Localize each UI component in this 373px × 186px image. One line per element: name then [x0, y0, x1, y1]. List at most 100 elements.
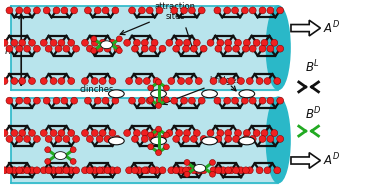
Circle shape	[16, 135, 23, 142]
Bar	[12, 98, 278, 183]
Circle shape	[141, 45, 148, 52]
Circle shape	[210, 171, 216, 177]
Circle shape	[166, 130, 173, 137]
Circle shape	[217, 39, 224, 46]
Circle shape	[224, 97, 231, 104]
Circle shape	[102, 7, 109, 14]
Circle shape	[185, 167, 192, 174]
Circle shape	[29, 167, 35, 174]
Circle shape	[259, 45, 266, 52]
Circle shape	[71, 7, 78, 14]
Circle shape	[94, 7, 101, 14]
Circle shape	[45, 135, 52, 142]
Circle shape	[171, 7, 178, 14]
Circle shape	[104, 135, 111, 142]
Circle shape	[134, 130, 140, 137]
Circle shape	[200, 135, 207, 142]
Circle shape	[267, 7, 274, 14]
Circle shape	[40, 39, 47, 46]
Circle shape	[244, 39, 250, 46]
Circle shape	[163, 97, 169, 103]
Circle shape	[124, 130, 131, 137]
Circle shape	[96, 45, 103, 52]
Circle shape	[23, 45, 31, 52]
Circle shape	[232, 97, 238, 104]
Circle shape	[249, 97, 256, 104]
Circle shape	[182, 135, 189, 142]
Circle shape	[82, 39, 88, 46]
Circle shape	[129, 97, 135, 104]
Circle shape	[163, 144, 169, 150]
Circle shape	[126, 167, 132, 174]
Circle shape	[225, 130, 232, 137]
Ellipse shape	[109, 137, 124, 145]
Circle shape	[224, 7, 231, 14]
Circle shape	[261, 39, 268, 46]
Circle shape	[228, 78, 235, 84]
Circle shape	[73, 167, 79, 174]
Circle shape	[91, 130, 98, 137]
Circle shape	[225, 135, 232, 142]
Circle shape	[109, 130, 116, 137]
Circle shape	[109, 39, 116, 46]
Ellipse shape	[266, 97, 290, 183]
Circle shape	[148, 85, 154, 91]
Circle shape	[215, 167, 222, 174]
Circle shape	[63, 167, 70, 174]
Circle shape	[61, 97, 68, 104]
Circle shape	[34, 7, 40, 14]
Circle shape	[82, 167, 88, 174]
Circle shape	[11, 130, 18, 137]
Circle shape	[61, 7, 68, 14]
Circle shape	[151, 130, 158, 137]
Circle shape	[176, 39, 182, 46]
Circle shape	[210, 78, 217, 84]
Circle shape	[16, 45, 23, 52]
Circle shape	[264, 78, 271, 84]
Circle shape	[11, 39, 18, 46]
Circle shape	[45, 147, 51, 153]
Circle shape	[53, 7, 60, 14]
Circle shape	[241, 7, 248, 14]
Circle shape	[141, 130, 148, 137]
Circle shape	[114, 45, 121, 52]
Text: $B^L$: $B^L$	[305, 59, 320, 76]
Circle shape	[1, 167, 8, 174]
Circle shape	[271, 130, 278, 137]
Circle shape	[274, 167, 280, 174]
Circle shape	[68, 78, 75, 84]
Circle shape	[200, 167, 207, 174]
Circle shape	[246, 167, 253, 174]
Circle shape	[188, 97, 195, 104]
Circle shape	[50, 39, 57, 46]
Circle shape	[184, 130, 191, 137]
Circle shape	[45, 45, 52, 52]
Circle shape	[166, 39, 173, 46]
Circle shape	[149, 167, 156, 174]
Circle shape	[6, 135, 13, 142]
Circle shape	[261, 130, 268, 137]
Circle shape	[214, 7, 221, 14]
Circle shape	[82, 130, 88, 137]
Circle shape	[225, 39, 232, 46]
Circle shape	[91, 167, 98, 174]
Circle shape	[182, 167, 189, 174]
Circle shape	[1, 78, 8, 84]
Circle shape	[104, 45, 111, 52]
Text: clinches: clinches	[79, 78, 114, 94]
Circle shape	[264, 167, 271, 174]
Ellipse shape	[266, 6, 290, 89]
Circle shape	[23, 97, 31, 104]
Circle shape	[184, 39, 191, 46]
Circle shape	[87, 135, 93, 142]
Circle shape	[112, 97, 119, 104]
Circle shape	[173, 167, 180, 174]
Circle shape	[40, 130, 47, 137]
Circle shape	[184, 160, 190, 165]
Circle shape	[274, 78, 280, 84]
Bar	[12, 7, 278, 90]
Text: bridges: bridges	[162, 76, 241, 105]
Circle shape	[91, 39, 98, 46]
Circle shape	[228, 167, 235, 174]
Ellipse shape	[54, 152, 66, 160]
